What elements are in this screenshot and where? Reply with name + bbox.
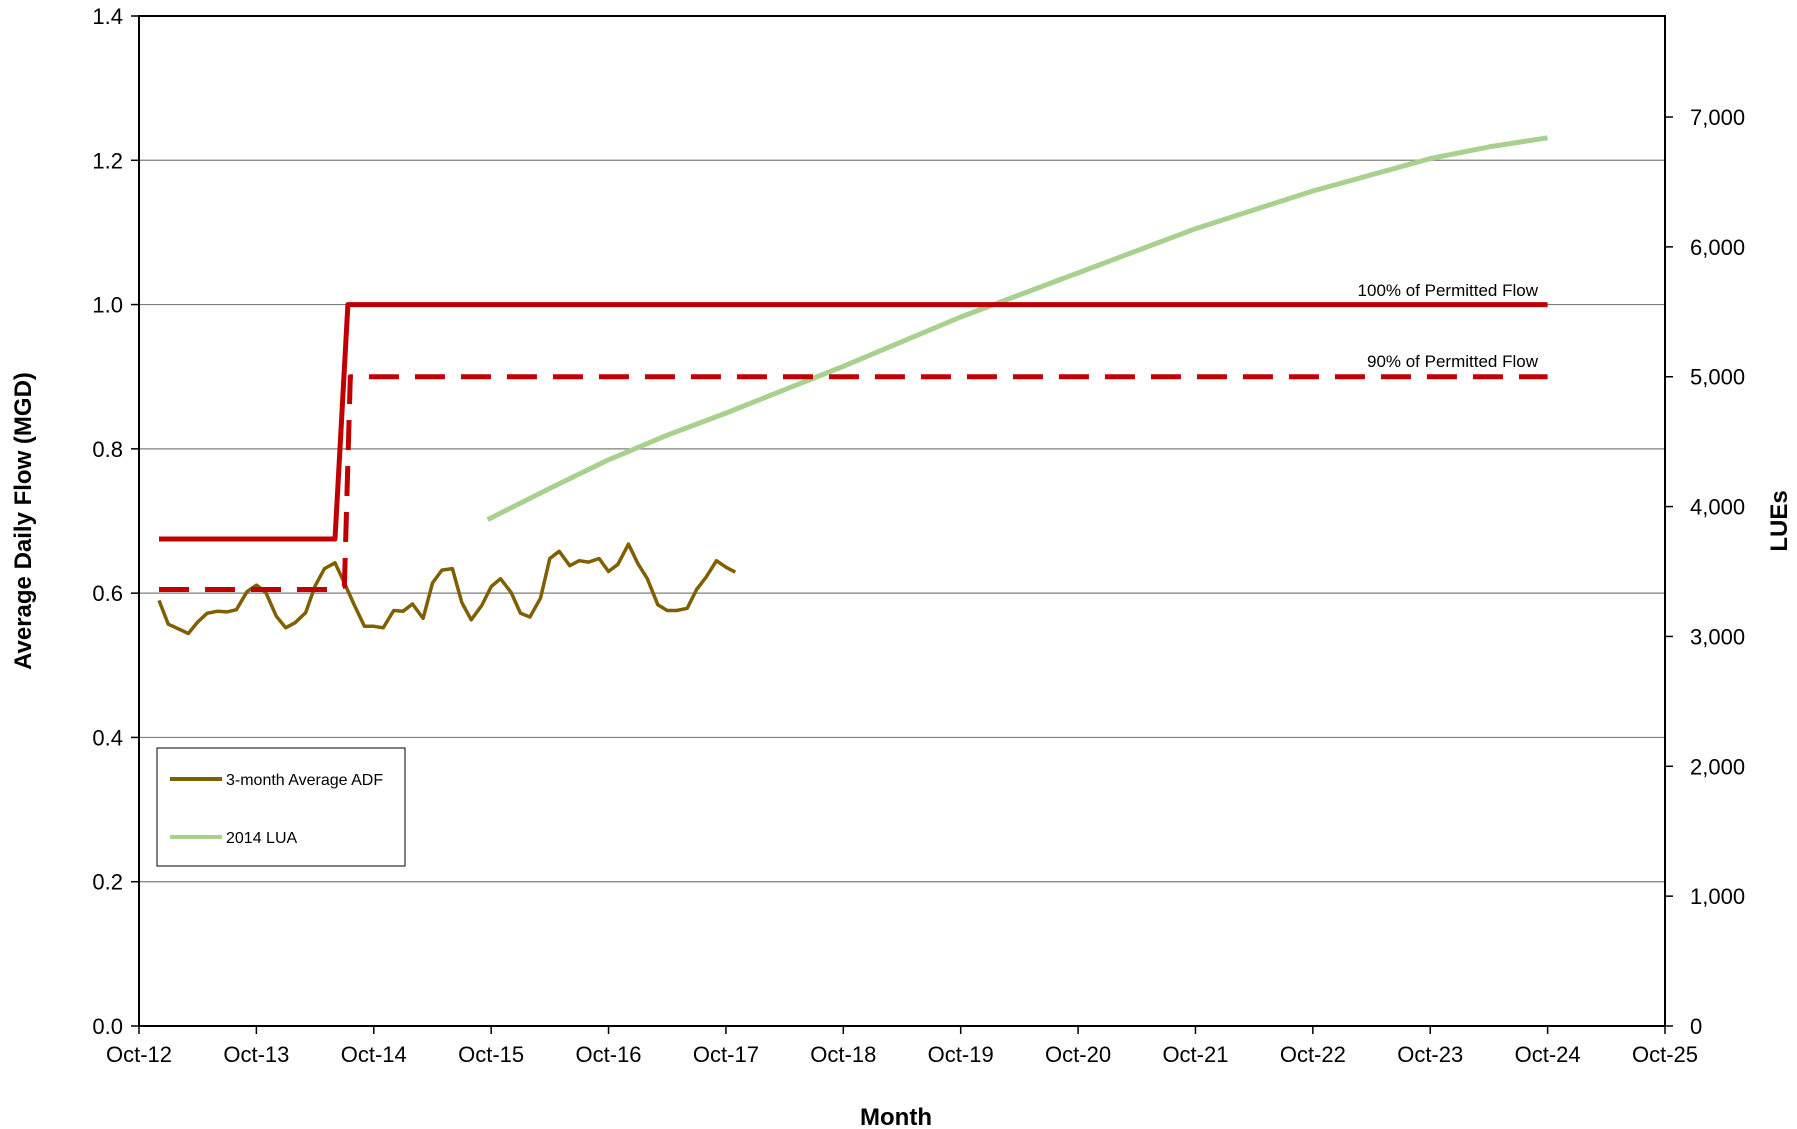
y2-tick-label: 7,000 (1690, 105, 1745, 130)
y-tick-label: 1.0 (92, 293, 123, 318)
y-tick-label: 0.0 (92, 1014, 123, 1039)
y2-tick-label: 2,000 (1690, 754, 1745, 779)
y-tick-label: 0.8 (92, 437, 123, 462)
x-tick-label: Oct-15 (458, 1042, 524, 1067)
series-line-lua (486, 135, 1548, 522)
x-tick-label: Oct-25 (1632, 1042, 1698, 1067)
x-tick-label: Oct-17 (693, 1042, 759, 1067)
y-tick-label: 0.2 (92, 870, 123, 895)
series-line-adf (157, 542, 737, 636)
x-axis-title: Month (860, 1104, 932, 1129)
y2-tick-label: 4,000 (1690, 495, 1745, 520)
x-axis: Oct-12 Oct-13 Oct-14 Oct-15 Oct-16 Oct-17 Oct-… (106, 1026, 1698, 1067)
y-tick-label: 0.4 (92, 725, 123, 750)
x-tick-label: Oct-23 (1397, 1042, 1463, 1067)
x-tick-label: Oct-14 (341, 1042, 407, 1067)
x-tick-label: Oct-12 (106, 1042, 172, 1067)
legend-label-adf: 3-month Average ADF (226, 772, 383, 789)
x-tick-label: Oct-20 (1045, 1042, 1111, 1067)
x-tick-label: Oct-22 (1280, 1042, 1346, 1067)
series-line-permitted-90 (159, 374, 1548, 592)
x-tick-label: Oct-16 (576, 1042, 642, 1067)
series-lines (157, 135, 1548, 636)
y-axis-title: Average Daily Flow (MGD) (10, 372, 37, 670)
y-tick-label: 1.4 (92, 4, 123, 29)
legend-box (156, 747, 406, 867)
x-tick-label: Oct-19 (928, 1042, 994, 1067)
y2-tick-label: 5,000 (1690, 365, 1745, 390)
y2-tick-label: 1,000 (1690, 884, 1745, 909)
legend: 3-month Average ADF 2014 LUA (156, 747, 406, 867)
y-axis-left: 0.0 0.2 0.4 0.6 0.8 1.0 1.2 1.4 (92, 4, 139, 1039)
x-tick-label: Oct-18 (810, 1042, 876, 1067)
plot-area (138, 15, 1666, 1027)
series-line-permitted-100 (159, 302, 1548, 542)
annotation-100-percent: 100% of Permitted Flow (1358, 281, 1539, 300)
x-tick-label: Oct-24 (1515, 1042, 1581, 1067)
y2-axis-title: LUEs (1766, 490, 1793, 551)
y2-tick-label: 0 (1690, 1014, 1702, 1039)
y-axis-right: 0 1,000 2,000 3,000 4,000 5,000 6,000 7,000 (1665, 105, 1745, 1039)
legend-label-lua: 2014 LUA (226, 830, 297, 847)
x-tick-label: Oct-13 (223, 1042, 289, 1067)
annotation-90-percent: 90% of Permitted Flow (1367, 352, 1539, 371)
y-tick-label: 1.2 (92, 148, 123, 173)
x-tick-label: Oct-21 (1162, 1042, 1228, 1067)
y2-tick-label: 3,000 (1690, 624, 1745, 649)
y2-tick-label: 6,000 (1690, 235, 1745, 260)
y-tick-label: 0.6 (92, 581, 123, 606)
